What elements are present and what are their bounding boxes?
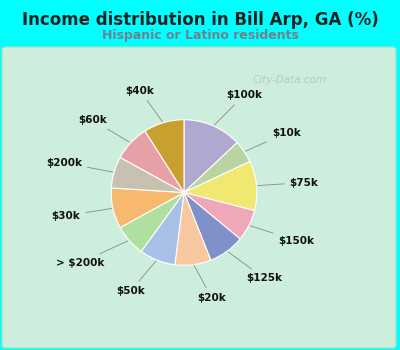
Wedge shape	[141, 193, 184, 265]
Wedge shape	[145, 120, 184, 192]
Text: $60k: $60k	[78, 115, 130, 142]
Text: $200k: $200k	[46, 158, 113, 172]
Text: $20k: $20k	[194, 266, 226, 303]
FancyBboxPatch shape	[2, 47, 396, 348]
Text: > $200k: > $200k	[56, 241, 128, 268]
Text: $150k: $150k	[250, 226, 314, 246]
Text: Income distribution in Bill Arp, GA (%): Income distribution in Bill Arp, GA (%)	[22, 11, 378, 29]
Text: $30k: $30k	[52, 209, 112, 220]
Text: $40k: $40k	[126, 85, 162, 122]
Wedge shape	[120, 193, 184, 251]
Wedge shape	[120, 131, 184, 193]
Wedge shape	[184, 120, 237, 192]
Text: City-Data.com: City-Data.com	[253, 75, 327, 85]
Wedge shape	[111, 158, 184, 192]
Text: $125k: $125k	[228, 252, 282, 284]
Wedge shape	[184, 143, 250, 192]
Wedge shape	[111, 188, 184, 228]
Wedge shape	[184, 193, 254, 239]
Text: $10k: $10k	[246, 128, 300, 151]
Wedge shape	[175, 193, 211, 265]
Text: Hispanic or Latino residents: Hispanic or Latino residents	[102, 29, 298, 42]
Wedge shape	[184, 193, 240, 260]
Wedge shape	[184, 161, 257, 211]
Text: $75k: $75k	[258, 177, 318, 188]
Text: $50k: $50k	[116, 261, 156, 296]
Text: $100k: $100k	[214, 90, 262, 125]
